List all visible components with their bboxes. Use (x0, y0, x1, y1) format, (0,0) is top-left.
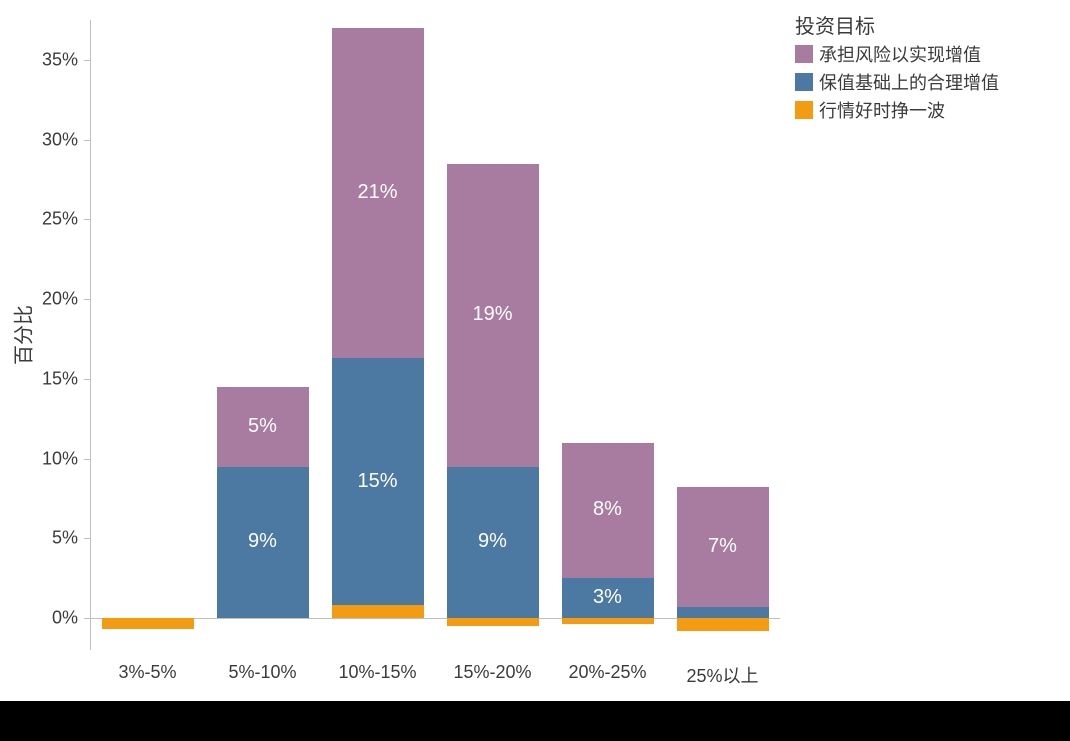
x-tick-label: 3%-5% (90, 662, 205, 683)
y-tick-mark (84, 140, 90, 141)
bar-value-label: 9% (447, 530, 539, 553)
y-tick-mark (84, 299, 90, 300)
bar-segment-s3 (332, 605, 424, 618)
bar-group: 15% 21% (332, 20, 424, 650)
legend-label: 保值基础上的合理增值 (819, 69, 999, 95)
bar-value-label: 21% (332, 181, 424, 204)
bar-group (102, 20, 194, 650)
y-tick-label: 0% (52, 608, 78, 629)
legend-label: 承担风险以实现增值 (819, 41, 981, 67)
y-tick-label: 10% (42, 448, 78, 469)
y-tick-mark (84, 219, 90, 220)
stacked-bar-chart: 百分比 9% 5% 15% 21% 9% 19% 3% 8% 7% 0% 5% 10% 15% 20% 2… (0, 0, 1070, 741)
legend: 投资目标 承担风险以实现增值保值基础上的合理增值行情好时挣一波 (795, 10, 999, 123)
y-tick-mark (84, 459, 90, 460)
bars-container: 9% 5% 15% 21% 9% 19% 3% 8% 7% (90, 20, 780, 650)
legend-label: 行情好时挣一波 (819, 97, 945, 123)
bar-value-label: 19% (447, 303, 539, 326)
bar-group: 3% 8% (562, 20, 654, 650)
y-tick-mark (84, 618, 90, 619)
bar-segment-s3 (562, 618, 654, 624)
x-tick-label: 20%-25% (550, 662, 665, 683)
x-tick-label: 25%以上 (665, 662, 780, 688)
legend-title: 投资目标 (795, 10, 999, 39)
legend-item: 行情好时挣一波 (795, 97, 999, 123)
bar-value-label: 5% (217, 415, 309, 438)
y-tick-label: 30% (42, 129, 78, 150)
legend-swatch (795, 101, 813, 119)
y-tick-mark (84, 60, 90, 61)
plot-area: 9%5%15%21%9%19%3%8%7% 0%5%10%15%20%25%30… (90, 20, 780, 650)
y-tick-label: 5% (52, 528, 78, 549)
legend-item: 承担风险以实现增值 (795, 41, 999, 67)
bar-value-label: 15% (332, 470, 424, 493)
bar-value-label: 9% (217, 530, 309, 553)
bar-value-label: 8% (562, 498, 654, 521)
bar-segment-s2 (677, 607, 769, 618)
y-tick-label: 35% (42, 49, 78, 70)
bar-value-label: 3% (562, 586, 654, 609)
bar-group: 7% (677, 20, 769, 650)
legend-swatch (795, 73, 813, 91)
y-tick-mark (84, 379, 90, 380)
bar-segment-s3 (447, 618, 539, 626)
y-axis-title: 百分比 (8, 305, 37, 365)
x-tick-label: 15%-20% (435, 662, 550, 683)
bar-group: 9% 5% (217, 20, 309, 650)
x-tick-label: 10%-15% (320, 662, 435, 683)
y-tick-label: 15% (42, 368, 78, 389)
y-tick-mark (84, 538, 90, 539)
x-tick-label: 5%-10% (205, 662, 320, 683)
bar-value-label: 7% (677, 535, 769, 558)
y-tick-label: 20% (42, 289, 78, 310)
y-tick-label: 25% (42, 209, 78, 230)
bottom-strip (0, 701, 1070, 741)
legend-item: 保值基础上的合理增值 (795, 69, 999, 95)
legend-swatch (795, 45, 813, 63)
bar-segment-s3 (102, 618, 194, 629)
bar-group: 9% 19% (447, 20, 539, 650)
bar-segment-s3 (677, 618, 769, 631)
